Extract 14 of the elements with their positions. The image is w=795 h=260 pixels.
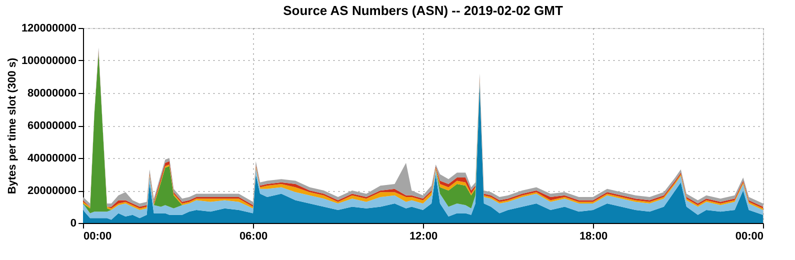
x-tick-label: 00:00 [84, 230, 112, 242]
y-tick-label: 40000000 [28, 152, 76, 164]
y-tick-label: 80000000 [28, 88, 76, 100]
x-tick-label: 00:00 [735, 230, 764, 242]
x-tick-label: 18:00 [579, 230, 608, 242]
x-tick-label: 12:00 [409, 230, 438, 242]
y-tick-label: 120000000 [21, 22, 76, 34]
y-tick-label: 100000000 [21, 55, 76, 67]
x-tick-label: 06:00 [239, 230, 268, 242]
chart-title: Source AS Numbers (ASN) -- 2019-02-02 GMT [283, 3, 563, 18]
y-tick-label: 60000000 [28, 120, 76, 132]
y-tick-label: 20000000 [28, 185, 76, 197]
y-axis-title: Bytes per time slot (300 s) [6, 58, 18, 194]
y-tick-label: 0 [70, 218, 76, 230]
